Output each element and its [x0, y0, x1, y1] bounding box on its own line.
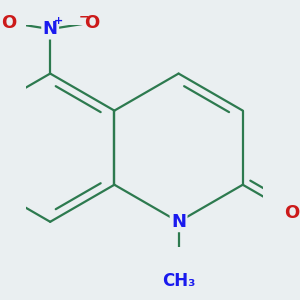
Text: N: N	[171, 213, 186, 231]
Text: O: O	[1, 14, 16, 32]
Text: O: O	[284, 204, 299, 222]
Text: N: N	[43, 20, 58, 38]
Text: O: O	[84, 14, 99, 32]
Text: −: −	[78, 10, 89, 23]
Text: CH₃: CH₃	[162, 272, 195, 290]
Text: +: +	[54, 16, 63, 26]
